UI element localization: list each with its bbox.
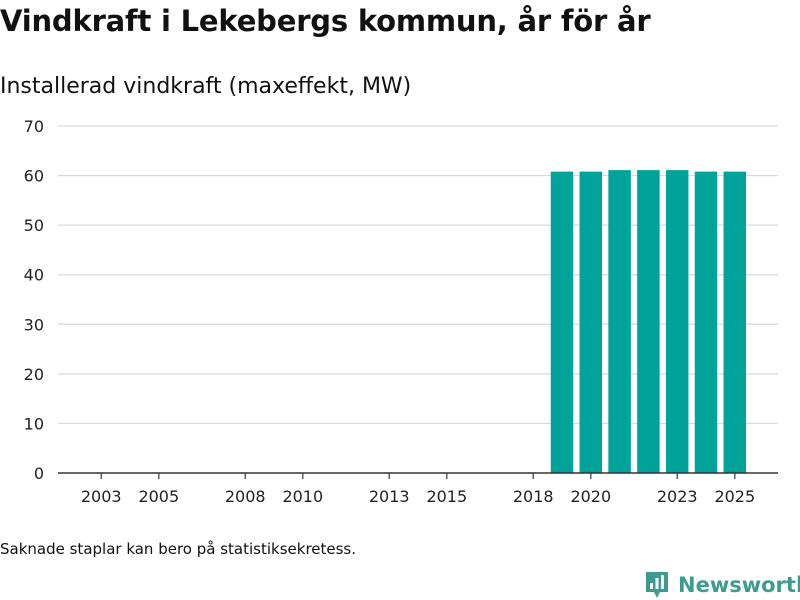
y-tick-label: 30 (24, 315, 44, 334)
x-tick-label: 2018 (513, 487, 554, 506)
bar[interactable] (723, 171, 747, 473)
bar[interactable] (665, 170, 689, 473)
page-title: Vindkraft i Lekebergs kommun, år för år (0, 4, 651, 38)
y-tick-label: 0 (34, 464, 44, 483)
x-tick-label: 2023 (657, 487, 698, 506)
x-tick-label: 2010 (282, 487, 323, 506)
x-tick-label: 2020 (570, 487, 611, 506)
bars (550, 170, 747, 473)
x-tick-label: 2013 (369, 487, 410, 506)
x-tick-label: 2003 (81, 487, 122, 506)
newsworthy-brand[interactable]: Newsworthy (644, 570, 800, 600)
chart-subtitle: Installerad vindkraft (maxeffekt, MW) (0, 74, 412, 99)
bar[interactable] (608, 170, 631, 473)
x-tick-label: 2005 (138, 487, 179, 506)
x-tick-label: 2015 (426, 487, 467, 506)
bar[interactable] (694, 171, 718, 473)
y-tick-label: 50 (24, 216, 44, 235)
y-tick-label: 60 (24, 167, 44, 186)
x-tick-label: 2025 (714, 487, 755, 506)
x-tick-label: 2008 (225, 487, 266, 506)
bar[interactable] (637, 170, 660, 473)
bar[interactable] (579, 171, 603, 473)
bar[interactable] (550, 171, 574, 473)
axes: 0 10 20 30 40 50 60 70 2003 2005 2008 2010 2013 2015 2… (24, 117, 778, 506)
y-tick-label: 10 (24, 414, 44, 433)
y-tick-label: 20 (24, 365, 44, 384)
y-tick-label: 40 (24, 266, 44, 285)
brand-name: Newsworthy (678, 573, 800, 597)
footnote: Saknade staplar kan bero på statistiksek… (0, 540, 357, 558)
bar-chart: 0 10 20 30 40 50 60 70 2003 2005 2008 2010 2013 2015 2… (24, 117, 778, 506)
newsworthy-logo-icon (646, 572, 668, 598)
y-tick-label: 70 (24, 117, 44, 136)
